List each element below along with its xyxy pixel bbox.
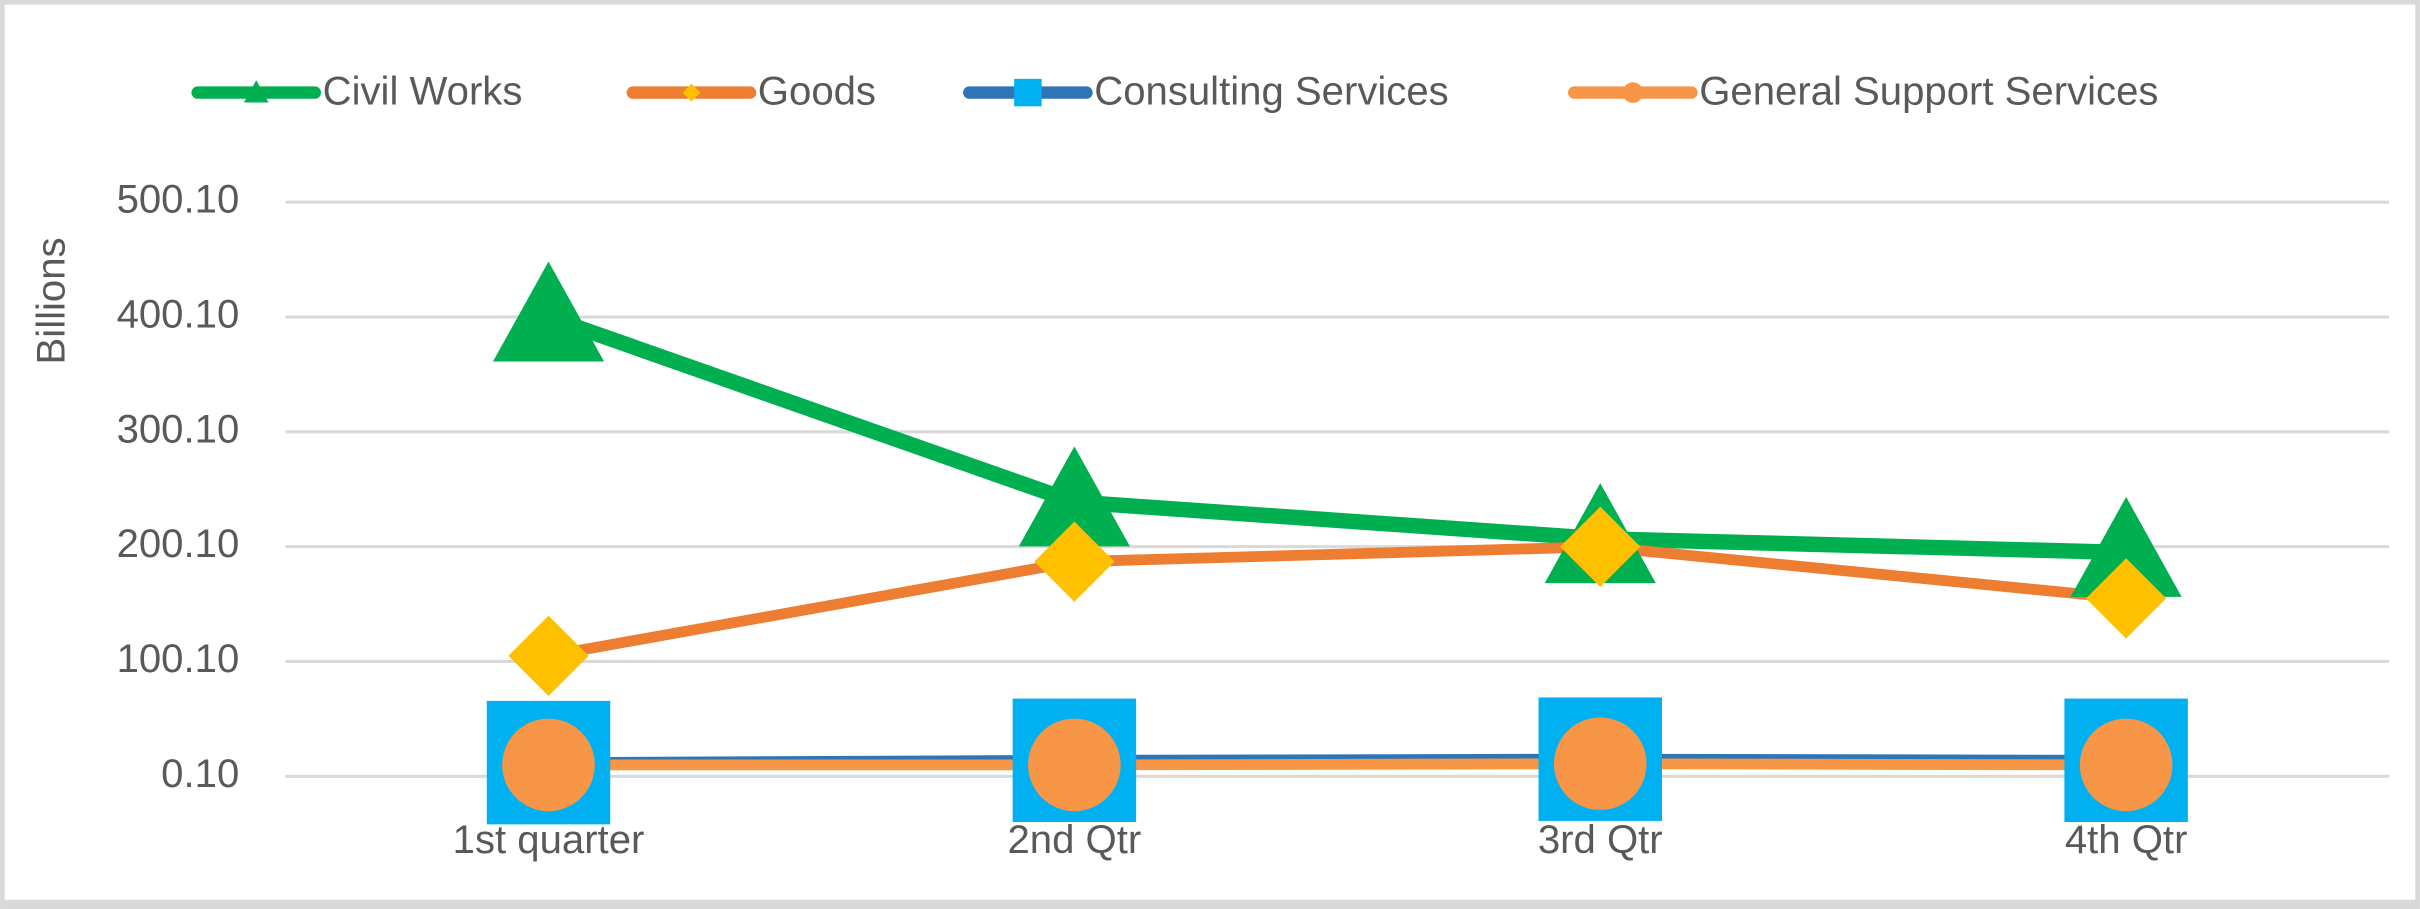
series-line — [547, 541, 2127, 662]
marker — [243, 80, 269, 103]
marker — [2070, 496, 2182, 597]
marker — [1014, 78, 1042, 107]
marker — [2079, 718, 2173, 812]
y-tick-label: 0.10 — [161, 751, 239, 796]
y-tick-label: 300.10 — [117, 406, 240, 451]
marker — [1018, 446, 1130, 547]
y-axis-label: Billions — [29, 237, 74, 364]
x-tick-label: 1st quarter — [453, 817, 645, 862]
y-tick-label: 200.10 — [117, 521, 240, 566]
plot — [486, 261, 2188, 825]
marker — [492, 261, 605, 362]
marker — [502, 718, 595, 812]
y-tick-label: 400.10 — [117, 292, 240, 337]
x-tick-label: 4th Qtr — [2065, 817, 2188, 862]
series-line — [548, 758, 2127, 771]
marker — [1553, 717, 1647, 811]
chart-area — [4, 4, 2416, 900]
legend-label: General Support Services — [1699, 69, 2158, 114]
legend-label: Consulting Services — [1094, 69, 1448, 114]
marker — [1028, 718, 1121, 812]
series-line — [545, 309, 2127, 561]
marker — [1622, 82, 1644, 103]
legend: Civil Works Goods Consulting Services Gener… — [191, 69, 2158, 114]
legend-label: Civil Works — [323, 69, 523, 114]
x-tick-label: 2nd Qtr — [1008, 817, 1142, 862]
y-tick-label: 500.10 — [117, 177, 240, 222]
marker — [508, 615, 589, 696]
y-tick-label: 100.10 — [117, 636, 240, 681]
marker — [1034, 521, 1115, 602]
x-tick-label: 3rd Qtr — [1538, 817, 1663, 862]
legend-label: Goods — [758, 69, 876, 114]
